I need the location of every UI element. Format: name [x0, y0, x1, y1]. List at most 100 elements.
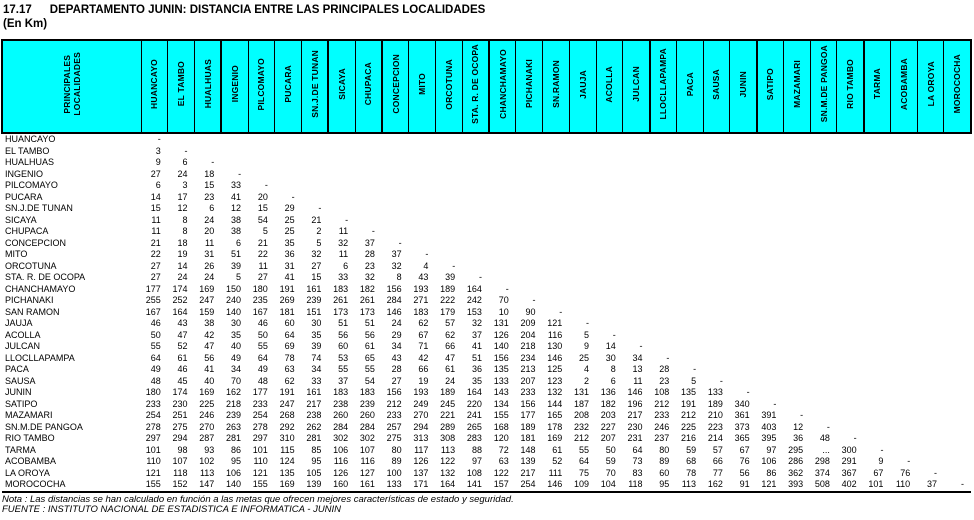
distance-cell: 147: [199, 479, 215, 489]
distance-cell: [890, 203, 917, 215]
distance-cell: [542, 203, 569, 215]
distance-cell: 302: [333, 433, 349, 443]
distance-cell: [944, 318, 971, 330]
table-row-sta-r-de-ocopa: STA. R. DE OCOPA 27 24 24 5 27 41 15 33 32 8 43 39 -: [2, 272, 971, 284]
distance-cell: [382, 180, 409, 192]
distance-cell: 66: [418, 364, 429, 374]
distance-cell: [917, 238, 944, 250]
distance-cell: [783, 215, 810, 227]
distance-cell: [917, 169, 944, 181]
distance-cell: [757, 180, 784, 192]
table-row-concepcion: CONCEPCION 21 18 11 6 21 35 5 32 37 -: [2, 238, 971, 250]
distance-cell: 116: [333, 456, 349, 466]
distance-cell: 270: [199, 421, 215, 432]
distance-cell: [944, 364, 971, 376]
distance-cell: [917, 249, 944, 261]
distance-cell: [623, 261, 650, 273]
distance-cell: [596, 307, 623, 319]
row-label: MOROCOCHA: [5, 479, 66, 489]
distance-cell: 101: [868, 479, 884, 489]
distance-cell: 104: [600, 479, 616, 489]
distance-cell: 155: [252, 479, 268, 489]
distance-cell: 284: [333, 421, 349, 432]
distance-cell: [328, 203, 355, 215]
distance-cell: 13: [632, 364, 643, 374]
distance-cell: [757, 272, 784, 284]
distance-cell: [435, 203, 462, 215]
distance-cell: [757, 249, 784, 261]
distance-cell: [810, 341, 837, 353]
distance-cell: [516, 215, 543, 227]
distance-cell: 247: [279, 398, 295, 409]
distance-cell: [302, 133, 329, 146]
distance-cell: 222: [440, 295, 456, 305]
distance-cell: [890, 422, 917, 434]
distance-cell: [837, 387, 864, 399]
distance-cell: 50: [150, 329, 161, 340]
distance-cell: [944, 180, 971, 192]
distance-cell: -: [559, 306, 563, 317]
distance-cell: [462, 157, 489, 169]
distance-cell: [730, 261, 757, 273]
distance-cell: 97: [471, 456, 482, 466]
distance-cell: [650, 203, 677, 215]
distance-cell: 134: [493, 398, 509, 409]
distance-cell: 231: [627, 433, 643, 443]
distance-cell: [757, 169, 784, 181]
distance-cell: [623, 133, 650, 146]
column-header-pilcomayo: PILCOMAYO: [247, 39, 276, 134]
distance-cell: 391: [761, 410, 777, 420]
row-label: CHANCHAMAYO: [5, 283, 76, 294]
distance-cell: 242: [466, 295, 482, 305]
distance-cell: [382, 226, 409, 238]
distance-cell: 124: [279, 456, 295, 466]
distance-cell: [917, 341, 944, 353]
distance-cell: 73: [632, 456, 643, 466]
distance-cell: 278: [145, 421, 161, 432]
distance-cell: 86: [766, 467, 777, 478]
distance-cell: [864, 133, 891, 146]
distance-cell: [837, 215, 864, 227]
distance-cell: [542, 226, 569, 238]
distance-cell: 156: [386, 283, 402, 294]
distance-cell: [757, 307, 784, 319]
column-header-sn-ramon: SN.RAMON: [541, 39, 570, 134]
column-header-label: HUALHUAS: [202, 59, 213, 109]
distance-cell: [890, 330, 917, 342]
table-row-pucara: PUCARA 14 17 23 41 20 -: [2, 192, 971, 204]
distance-cell: 27: [257, 272, 268, 282]
distance-cell: 42: [204, 329, 215, 340]
column-header-ingenio: INGENIO: [220, 39, 249, 134]
distance-cell: 54: [364, 375, 375, 386]
distance-cell: [623, 146, 650, 158]
distance-cell: 275: [172, 421, 188, 432]
distance-cell: [462, 238, 489, 250]
row-label: ACOLLA: [5, 329, 41, 340]
distance-cell: [757, 295, 784, 307]
distance-cell: 5: [316, 237, 322, 248]
distance-cell: 180: [252, 283, 268, 294]
distance-cell: 135: [279, 467, 295, 478]
distance-cell: [462, 180, 489, 192]
distance-cell: 121: [761, 479, 777, 489]
column-header-rio-tambo: RIO TAMBO: [836, 39, 865, 134]
distance-cell: [623, 226, 650, 238]
distance-cell: -: [238, 168, 242, 179]
distance-cell: [596, 133, 623, 146]
distance-cell: 40: [204, 375, 215, 386]
distance-cell: [462, 261, 489, 273]
distance-cell: 177: [520, 410, 536, 420]
distance-cell: [783, 284, 810, 296]
distance-cell: [569, 272, 596, 284]
distance-cell: 297: [252, 433, 268, 443]
distance-cell: 31: [204, 249, 215, 259]
table-row-hualhuas: HUALHUAS 9 6 -: [2, 157, 971, 169]
column-header-label: PUCARA: [283, 65, 294, 103]
distance-cell: 80: [391, 444, 402, 455]
distance-cell: [730, 307, 757, 319]
distance-cell: [730, 157, 757, 169]
column-header-label: RIO TAMBO: [845, 59, 856, 109]
distance-cell: [650, 238, 677, 250]
distance-cell: 28: [364, 249, 375, 259]
distance-cell: [676, 226, 703, 238]
